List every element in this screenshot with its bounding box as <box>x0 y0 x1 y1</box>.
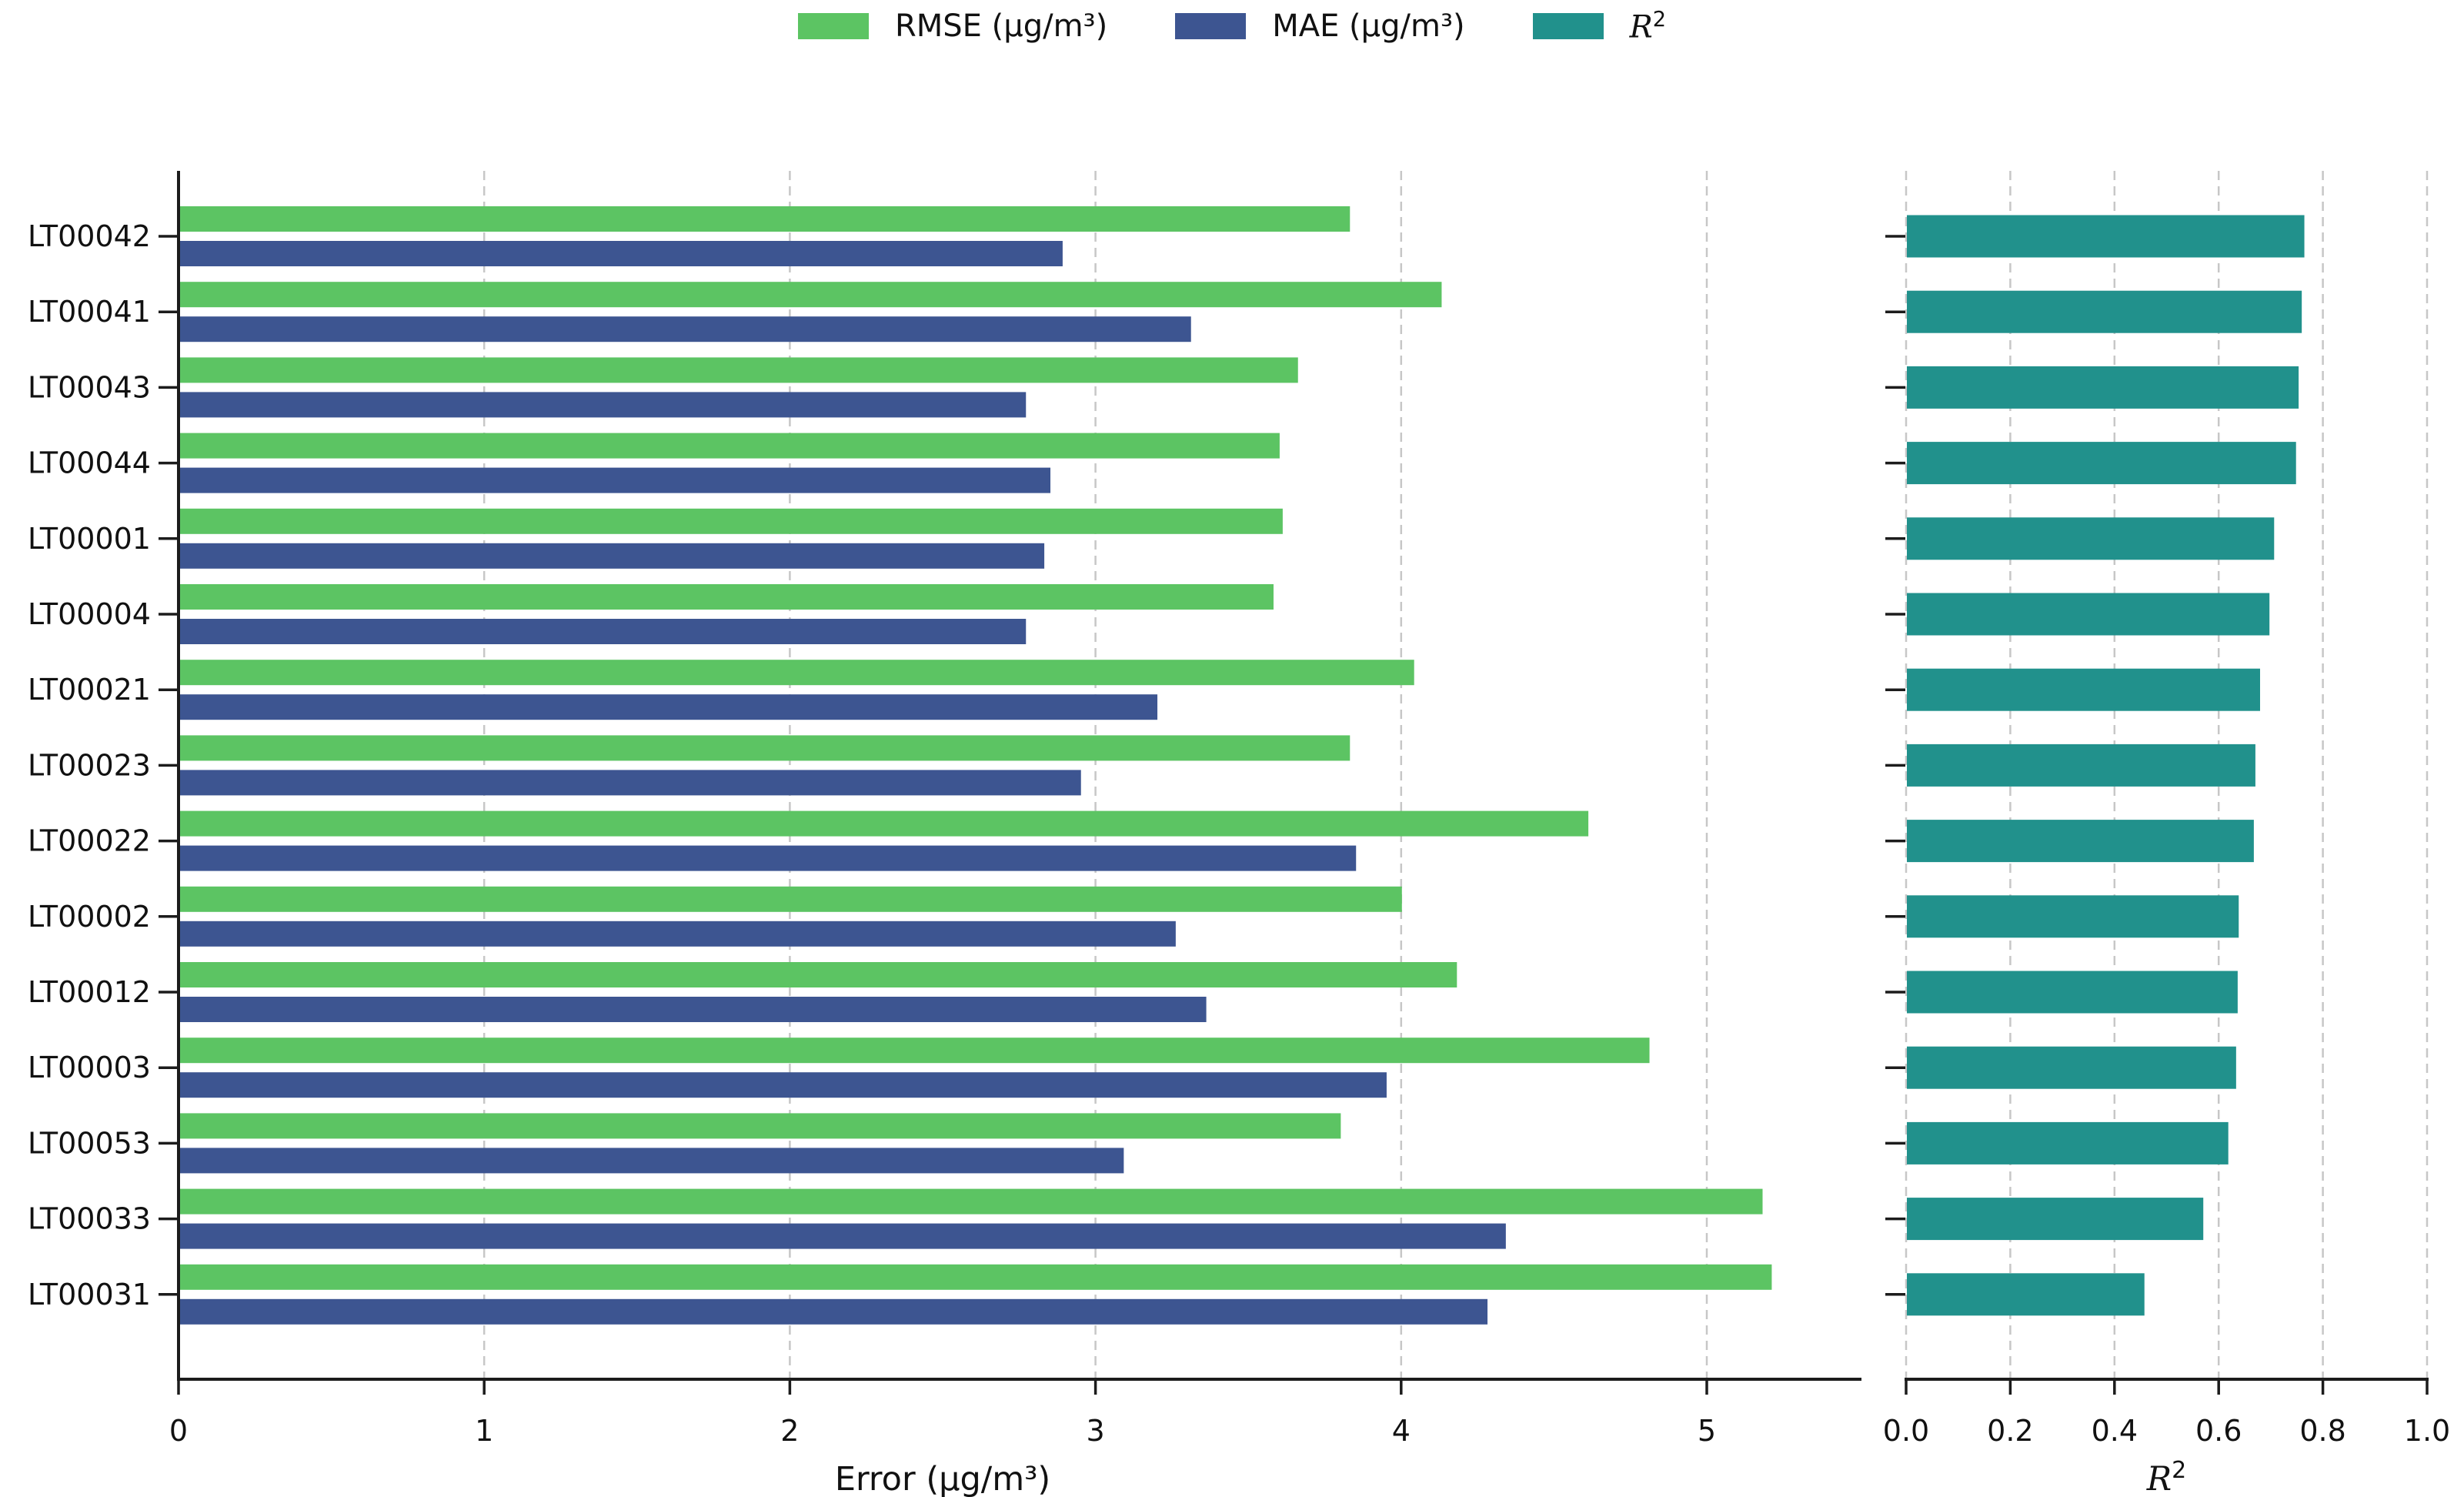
r2-bar <box>1907 215 2305 258</box>
category-label: LT00004 <box>28 597 151 631</box>
category-label: LT00042 <box>28 219 151 253</box>
category-label: LT00001 <box>28 522 151 556</box>
rmse-bar <box>179 810 1589 837</box>
rmse-bar <box>179 1188 1763 1215</box>
x-axis-label: R2 <box>2146 1457 2186 1497</box>
x-tick-label: 5 <box>1698 1414 1716 1448</box>
x-tick-label: 0.6 <box>2195 1414 2242 1448</box>
x-tick-label: 0.2 <box>1987 1414 2033 1448</box>
r2-bar <box>1907 668 2261 711</box>
r2-bar <box>1907 971 2238 1014</box>
rmse-bar <box>179 584 1274 610</box>
legend: RMSE (µg/m³) MAE (µg/m³) R2 <box>0 9 2464 42</box>
r2-bar <box>1907 366 2299 409</box>
rmse-bar <box>179 735 1351 761</box>
mae-bar <box>179 921 1176 947</box>
category-label: LT00012 <box>28 975 151 1009</box>
rmse-bar <box>179 433 1280 459</box>
category-label: LT00003 <box>28 1051 151 1084</box>
mae-bar <box>179 1298 1488 1325</box>
category-label: LT00041 <box>28 295 151 329</box>
r2-bar <box>1907 1273 2145 1316</box>
x-tick-label: 0 <box>169 1414 188 1448</box>
x-tick-label: 1.0 <box>2404 1414 2450 1448</box>
r2-bar <box>1907 593 2270 636</box>
legend-item-mae: MAE (µg/m³) <box>1175 8 1465 44</box>
x-tick-label: 3 <box>1087 1414 1105 1448</box>
category-label: LT00044 <box>28 446 151 480</box>
x-tick-label: 0.4 <box>2092 1414 2138 1448</box>
r2-bar <box>1907 290 2302 333</box>
rmse-bar <box>179 962 1457 987</box>
mae-bar <box>179 619 1027 644</box>
category-label: LT00021 <box>28 673 151 707</box>
r2-bar <box>1907 1121 2229 1165</box>
legend-label-r2: R2 <box>1629 8 1667 45</box>
mae-bar <box>179 392 1027 418</box>
mae-bar <box>179 694 1158 720</box>
x-tick-label: 1 <box>475 1414 493 1448</box>
category-label: LT00022 <box>28 824 151 858</box>
mae-bar <box>179 845 1357 871</box>
x-axis-label: Error (µg/m³) <box>835 1460 1050 1497</box>
mae-bar <box>179 997 1207 1022</box>
category-label: LT00002 <box>28 900 151 934</box>
category-label: LT00053 <box>28 1126 151 1160</box>
rmse-bar <box>179 660 1414 686</box>
mae-bar <box>179 1148 1124 1174</box>
r2-bar <box>1907 517 2275 560</box>
category-label: LT00031 <box>28 1278 151 1312</box>
r2-bar <box>1907 1198 2204 1241</box>
legend-label-rmse: RMSE (µg/m³) <box>894 8 1108 44</box>
r2-bar <box>1907 743 2255 787</box>
rmse-bar <box>179 1264 1772 1290</box>
mae-bar <box>179 770 1081 796</box>
r2-bar <box>1907 442 2296 485</box>
x-tick-label: 4 <box>1392 1414 1411 1448</box>
category-label: LT00023 <box>28 748 151 782</box>
r2-swatch-icon <box>1532 12 1604 39</box>
x-tick-label: 0.0 <box>1883 1414 1929 1448</box>
rmse-bar <box>179 282 1442 308</box>
rmse-bar <box>179 357 1298 383</box>
mae-bar <box>179 241 1063 266</box>
rmse-bar <box>179 206 1351 232</box>
category-label: LT00033 <box>28 1202 151 1236</box>
x-tick-label: 2 <box>780 1414 799 1448</box>
mae-bar <box>179 467 1051 493</box>
rmse-bar <box>179 1113 1341 1139</box>
rmse-swatch-icon <box>797 12 869 39</box>
x-tick-label: 0.8 <box>2299 1414 2345 1448</box>
category-label: LT00043 <box>28 370 151 404</box>
legend-item-r2: R2 <box>1532 8 1667 45</box>
r2-bar <box>1907 820 2254 863</box>
rmse-bar <box>179 1038 1650 1064</box>
mae-swatch-icon <box>1175 12 1247 39</box>
legend-label-mae: MAE (µg/m³) <box>1272 8 1465 44</box>
mae-bar <box>179 316 1191 343</box>
r2-bar <box>1907 1046 2236 1089</box>
mae-bar <box>179 543 1045 569</box>
rmse-bar <box>179 508 1283 534</box>
rmse-bar <box>179 886 1402 912</box>
mae-bar <box>179 1223 1506 1249</box>
mae-bar <box>179 1072 1387 1098</box>
legend-item-rmse: RMSE (µg/m³) <box>797 8 1108 44</box>
r2-bar <box>1907 895 2239 938</box>
